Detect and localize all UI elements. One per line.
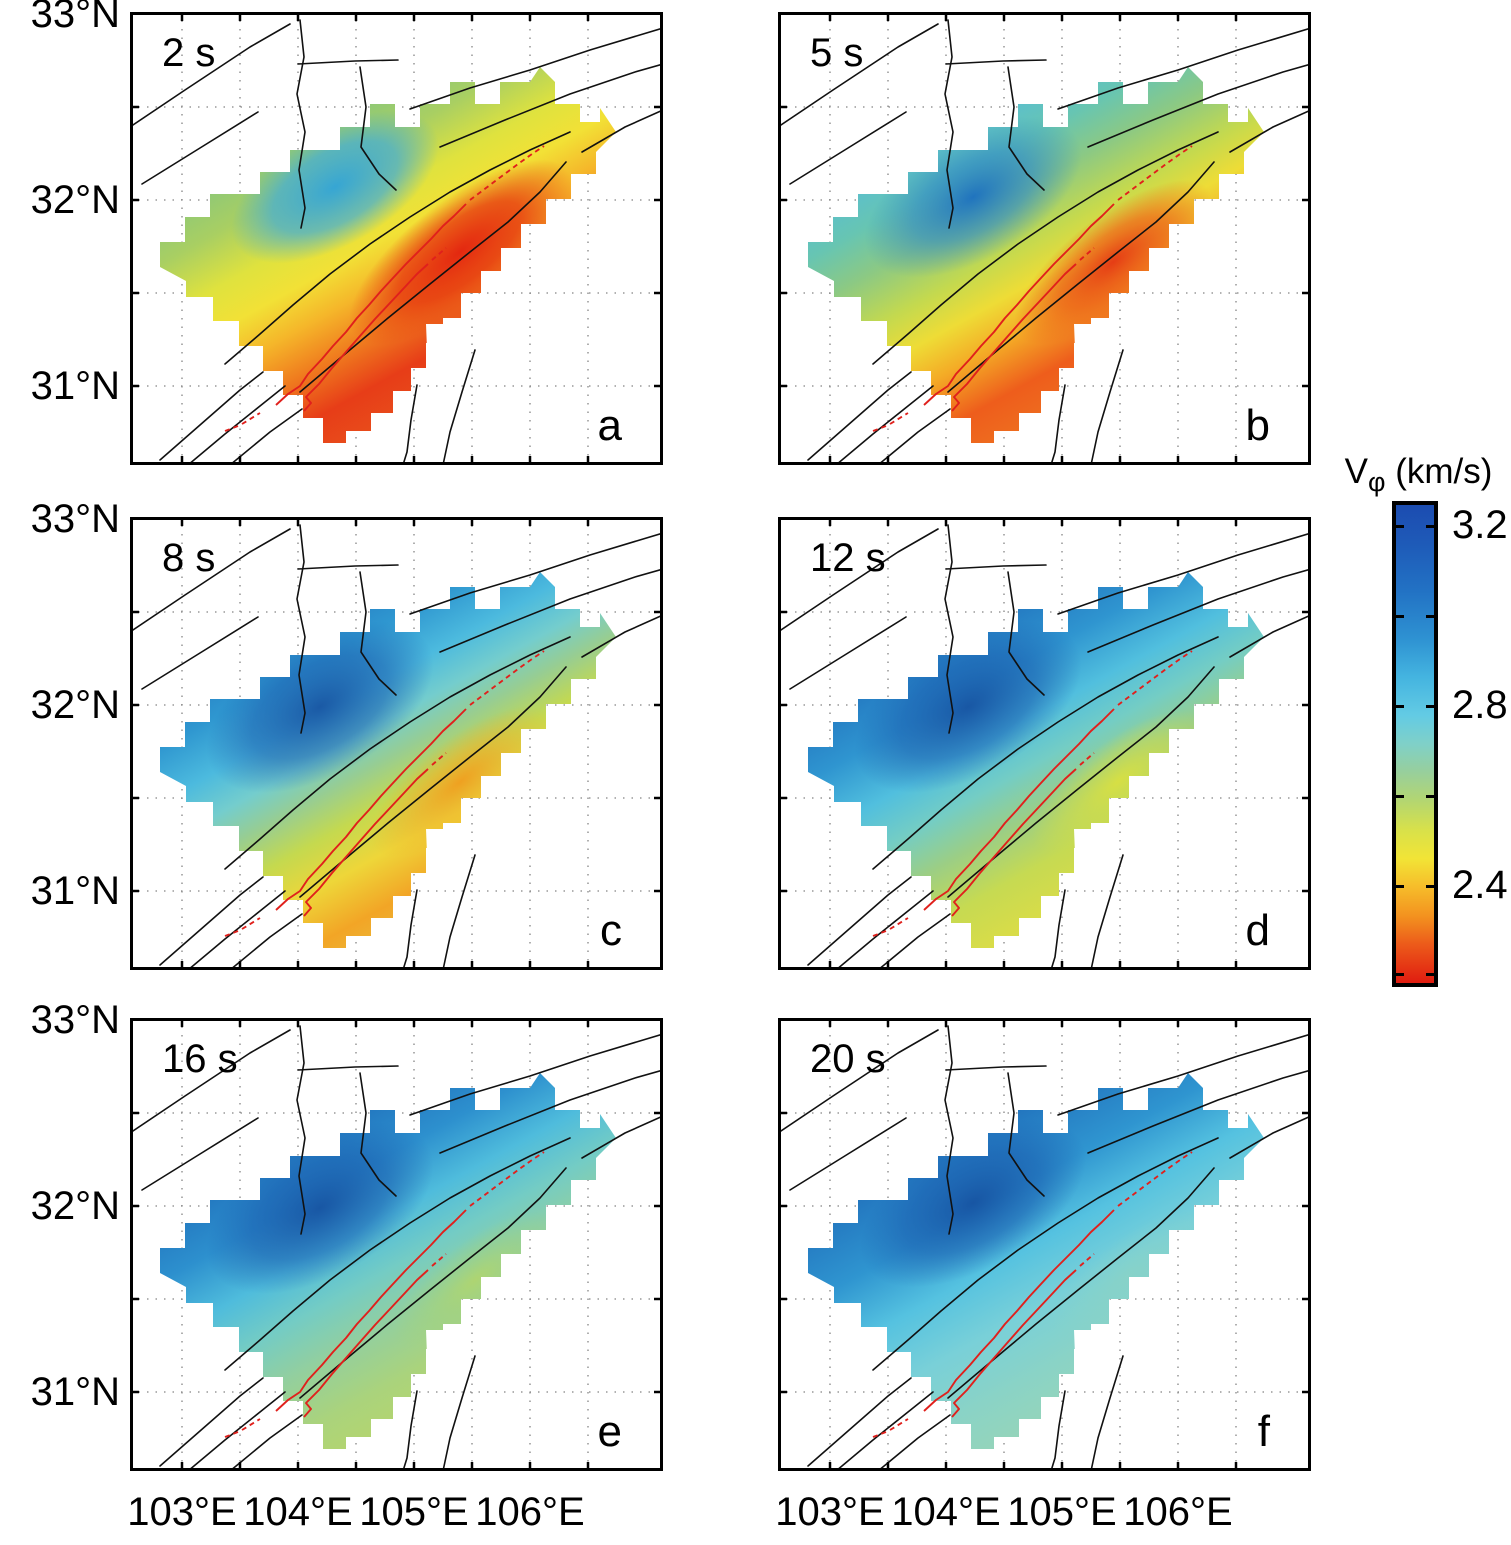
panel-frame — [778, 1018, 1311, 1471]
mask-notch — [1074, 324, 1110, 374]
panel-b: 5 s b — [778, 12, 1311, 465]
mask-notch — [1074, 1330, 1110, 1380]
colorbar-tick — [1426, 705, 1434, 708]
colorbar — [1392, 501, 1438, 987]
colorbar-tick — [1426, 973, 1434, 976]
lon-label-103e-right: 103°E — [775, 1490, 885, 1534]
lat-label-32n-row1: 32°N — [30, 178, 120, 222]
lat-label-31n-row1: 31°N — [30, 364, 120, 408]
map-d: 12 s d — [778, 517, 1311, 970]
map-f: 20 s f — [778, 1018, 1311, 1471]
panel-letter: d — [1246, 906, 1270, 955]
mask-notch — [426, 829, 462, 879]
lon-label-104e-right: 104°E — [891, 1490, 1001, 1534]
colorbar-label-2-8: 2.8 — [1452, 683, 1508, 727]
map-e: 16 s e — [130, 1018, 663, 1471]
panel-letter: c — [600, 906, 622, 955]
lat-label-33n-row2: 33°N — [30, 497, 120, 541]
map-a: 2 s a — [130, 12, 663, 465]
colorbar-tick — [1426, 885, 1434, 888]
period-label: 12 s — [810, 536, 886, 580]
panel-a: 2 s a — [130, 12, 663, 465]
lon-label-105e-right: 105°E — [1007, 1490, 1117, 1534]
panel-e: 16 s e — [130, 1018, 663, 1471]
period-label: 8 s — [162, 536, 215, 580]
period-label: 16 s — [162, 1037, 238, 1081]
map-c: 8 s c — [130, 517, 663, 970]
panel-letter: b — [1246, 401, 1270, 450]
colorbar-label-3-2: 3.2 — [1452, 503, 1508, 547]
panel-f: 20 s f — [778, 1018, 1311, 1471]
colorbar-tick — [1426, 795, 1434, 798]
lat-label-32n-row3: 32°N — [30, 1184, 120, 1228]
colorbar-tick — [1396, 525, 1404, 528]
mask-notch — [1074, 829, 1110, 879]
lon-label-106e-right: 106°E — [1123, 1490, 1233, 1534]
panel-frame — [130, 517, 663, 970]
panel-frame — [130, 1018, 663, 1471]
period-label: 2 s — [162, 31, 215, 75]
mask-notch — [426, 324, 462, 374]
lon-label-106e-left: 106°E — [475, 1490, 585, 1534]
colorbar-tick — [1396, 615, 1404, 618]
lat-label-31n-row3: 31°N — [30, 1370, 120, 1414]
lat-label-33n-row3: 33°N — [30, 998, 120, 1042]
colorbar-tick — [1426, 525, 1434, 528]
panel-letter: f — [1258, 1407, 1271, 1456]
colorbar-tick — [1396, 973, 1404, 976]
period-label: 20 s — [810, 1037, 886, 1081]
lat-label-31n-row2: 31°N — [30, 869, 120, 913]
lon-label-105e-left: 105°E — [359, 1490, 469, 1534]
map-b: 5 s b — [778, 12, 1311, 465]
panel-d: 12 s d — [778, 517, 1311, 970]
lon-label-103e-left: 103°E — [127, 1490, 237, 1534]
lon-label-104e-left: 104°E — [243, 1490, 353, 1534]
colorbar-tick — [1396, 885, 1404, 888]
lat-label-32n-row2: 32°N — [30, 683, 120, 727]
panel-letter: a — [598, 401, 623, 450]
panel-frame — [778, 517, 1311, 970]
colorbar-tick — [1426, 615, 1434, 618]
colorbar-title: Vφ (km/s) — [1344, 452, 1493, 497]
mask-notch — [426, 1330, 462, 1380]
panel-letter: e — [598, 1407, 622, 1456]
colorbar-tick — [1396, 705, 1404, 708]
colorbar-tick — [1396, 795, 1404, 798]
panel-frame — [130, 12, 663, 465]
panel-frame — [778, 12, 1311, 465]
panel-c: 8 s c — [130, 517, 663, 970]
colorbar-label-2-4: 2.4 — [1452, 863, 1508, 907]
period-label: 5 s — [810, 31, 863, 75]
lat-label-33n-row1: 33°N — [30, 0, 120, 36]
